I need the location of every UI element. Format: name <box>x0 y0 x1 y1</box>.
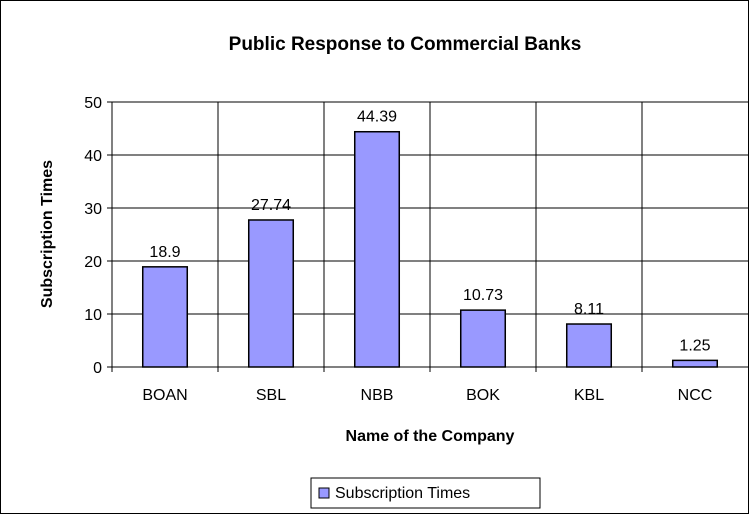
y-tick-label: 0 <box>93 360 102 377</box>
y-tick-label: 40 <box>84 148 102 165</box>
x-tick-label-ncc: NCC <box>678 387 713 404</box>
data-label-sbl: 27.74 <box>251 197 291 214</box>
x-tick-label-nbb: NBB <box>361 387 394 404</box>
y-axis-label: Subscription Times <box>39 160 56 308</box>
legend: Subscription Times <box>310 477 541 509</box>
x-tick-label-bok: BOK <box>466 387 500 404</box>
x-tick-label-kbl: KBL <box>574 387 604 404</box>
legend-label: Subscription Times <box>335 485 470 502</box>
bar-boan <box>141 266 189 368</box>
y-axis-ticks: 0 10 20 30 40 50 <box>84 95 112 377</box>
bar-kbl <box>565 323 613 368</box>
data-labels: 18.9 27.74 44.39 10.73 8.11 1.25 <box>149 109 710 355</box>
x-tick-label-sbl: SBL <box>256 387 286 404</box>
bar-bok <box>459 309 507 368</box>
data-label-bok: 10.73 <box>463 287 503 304</box>
bars <box>141 130 719 368</box>
y-tick-label: 10 <box>84 307 102 324</box>
x-axis-ticks: BOAN SBL NBB BOK KBL NCC <box>111 367 713 404</box>
bar-ncc <box>671 359 719 368</box>
data-label-ncc: 1.25 <box>679 337 710 354</box>
x-axis-label: Name of the Company <box>346 428 515 445</box>
bar-nbb <box>353 130 401 368</box>
data-label-nbb: 44.39 <box>357 109 397 126</box>
chart-title: Public Response to Commercial Banks <box>229 34 582 55</box>
bar-sbl <box>247 219 295 368</box>
legend-swatch <box>318 487 330 499</box>
grid-lines <box>112 101 748 367</box>
y-tick-label: 30 <box>84 201 102 218</box>
data-label-kbl: 8.11 <box>574 301 604 318</box>
y-tick-label: 50 <box>84 95 102 112</box>
x-tick-label-boan: BOAN <box>142 387 187 404</box>
y-tick-label: 20 <box>84 254 102 271</box>
data-label-boan: 18.9 <box>149 244 180 261</box>
legend-box <box>310 477 541 509</box>
